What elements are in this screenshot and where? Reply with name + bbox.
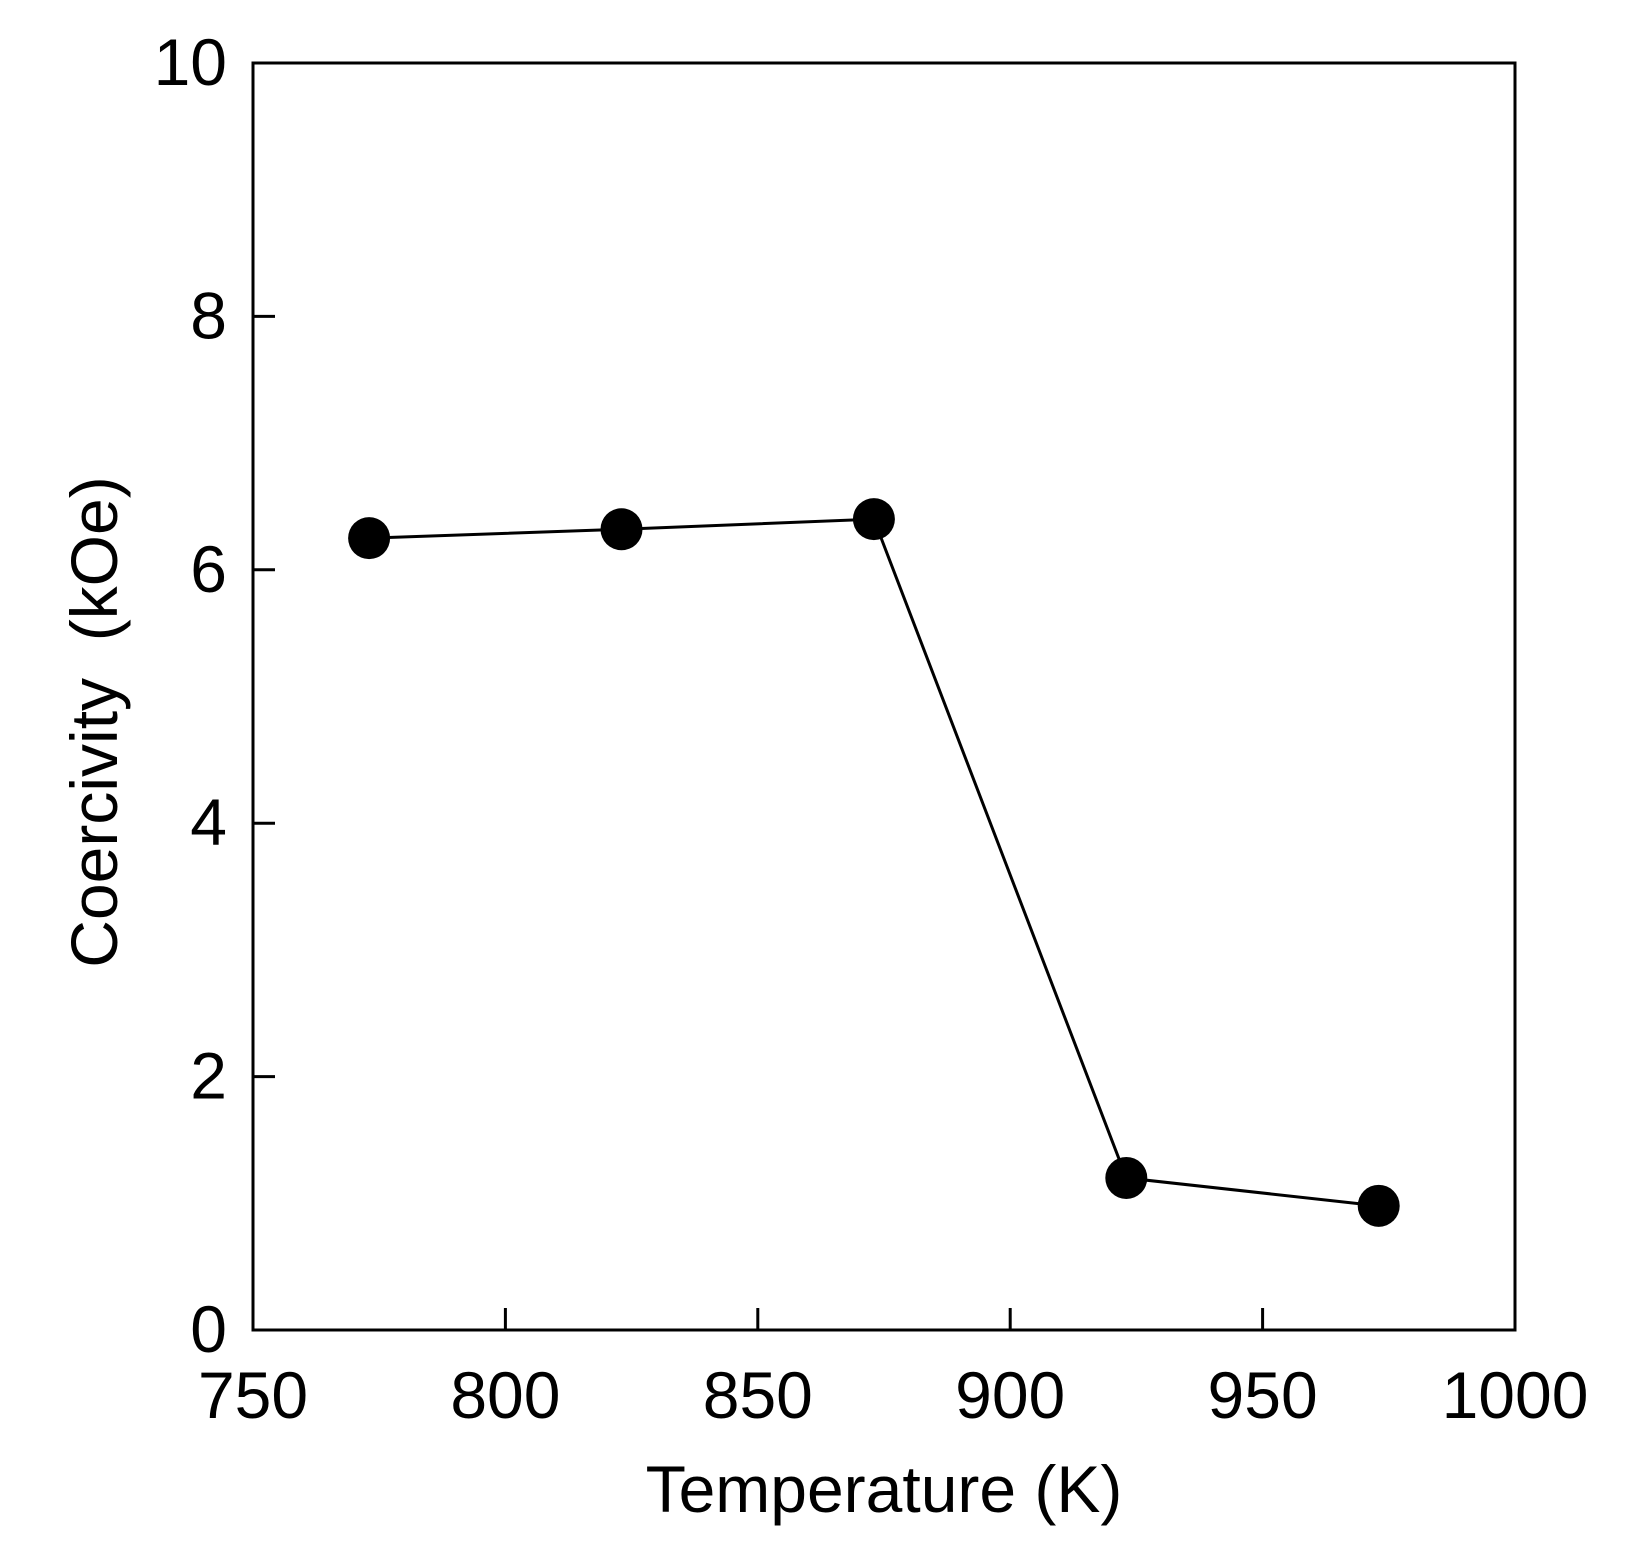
x-tick-label: 1000	[1442, 1358, 1589, 1432]
series-line	[369, 517, 1379, 1208]
data-point	[852, 498, 895, 541]
y-tick-label: 2	[190, 1039, 227, 1113]
data-point	[348, 517, 391, 560]
x-axis-ticks	[503, 1308, 1265, 1330]
y-axis-title: Coercivity (kOe)	[57, 476, 131, 967]
data-point	[600, 508, 643, 551]
y-axis-tick-labels: 0 2 4 6 8 10	[154, 25, 227, 1366]
y-tick-label: 4	[190, 785, 227, 859]
x-tick-label: 850	[703, 1358, 813, 1432]
y-tick-label: 10	[154, 25, 227, 99]
x-tick-label: 800	[450, 1358, 560, 1432]
data-point	[1105, 1156, 1148, 1199]
y-axis-ticks	[253, 314, 275, 1079]
plot-frame	[251, 61, 1517, 1332]
x-tick-label: 750	[198, 1358, 308, 1432]
data-point	[1357, 1184, 1400, 1227]
y-tick-label: 0	[190, 1292, 227, 1366]
y-tick-label: 8	[190, 278, 227, 352]
x-axis-title: Temperature (K)	[646, 1452, 1123, 1526]
series-points	[348, 498, 1400, 1227]
x-tick-label: 950	[1208, 1358, 1318, 1432]
x-tick-label: 900	[955, 1358, 1065, 1432]
x-axis-tick-labels: 750 800 850 900 950 1000	[198, 1358, 1588, 1432]
y-tick-label: 6	[190, 532, 227, 606]
